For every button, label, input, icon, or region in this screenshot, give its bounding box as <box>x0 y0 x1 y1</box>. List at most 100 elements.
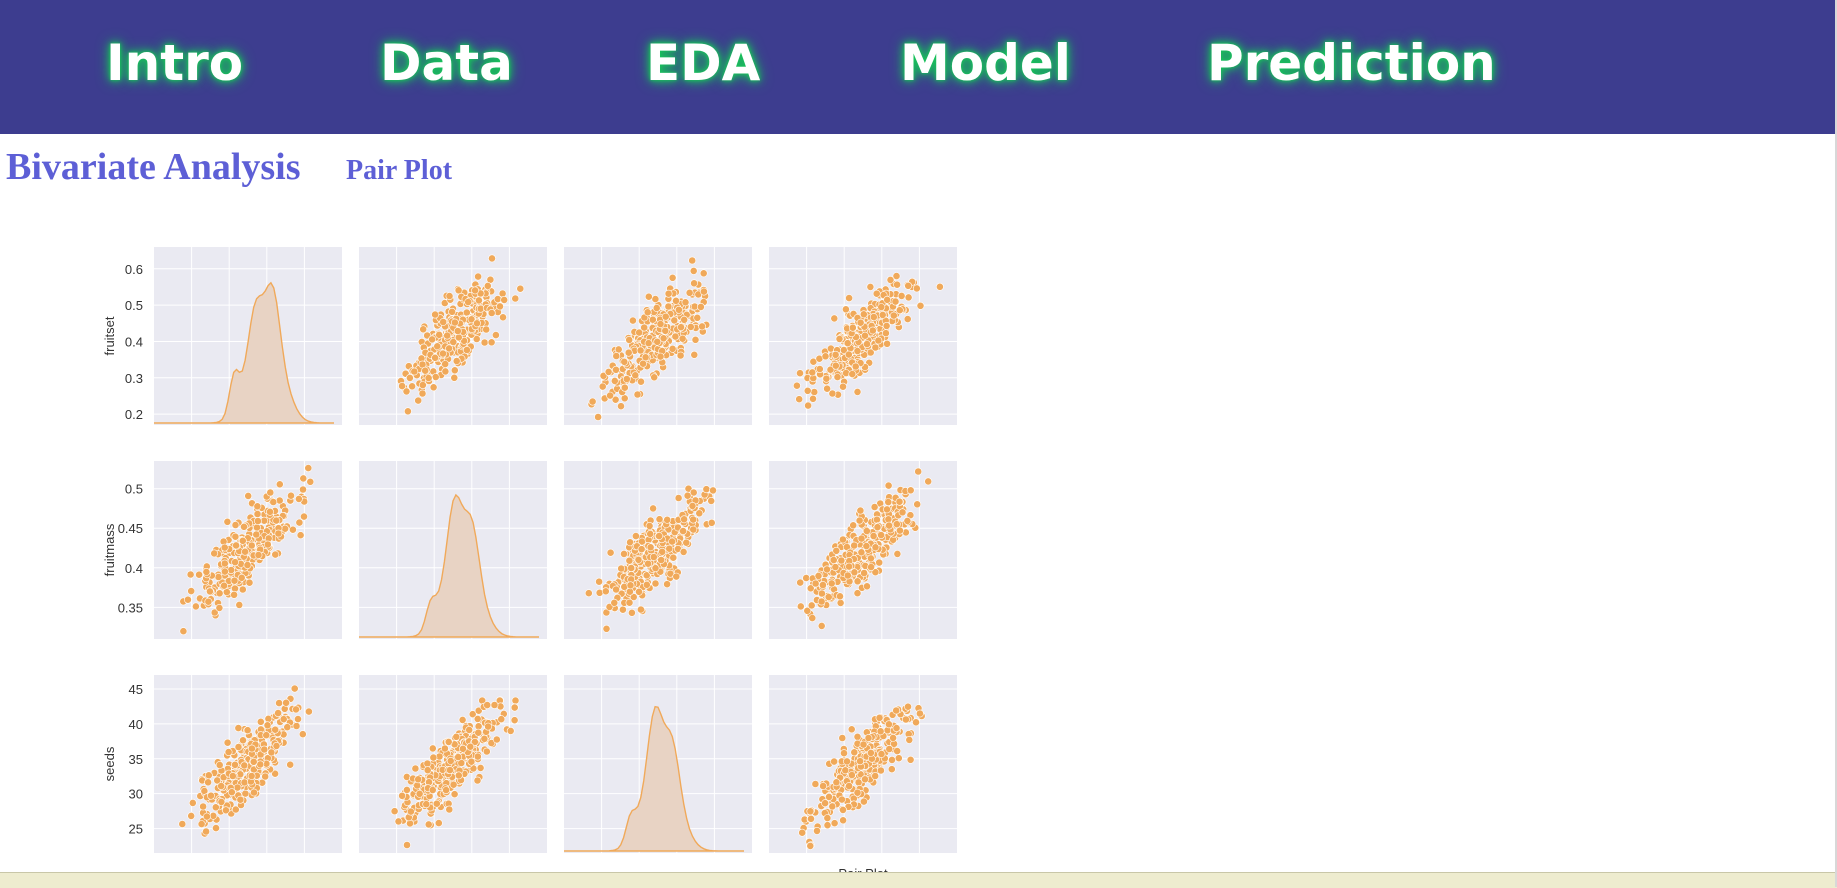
scatter-point <box>238 585 247 594</box>
y-axis-label: fruitset <box>102 316 117 355</box>
scatter-point <box>906 486 915 495</box>
scatter-point <box>424 820 433 829</box>
scatter-point <box>234 724 243 732</box>
scatter-point <box>429 753 438 762</box>
scatter-point <box>839 816 847 825</box>
nav-prediction-link[interactable]: Prediction <box>1207 34 1496 92</box>
top-navbar: Intro Data EDA Model Prediction <box>0 0 1835 134</box>
scatter-point <box>867 749 875 757</box>
scatter-point <box>439 349 447 358</box>
scatter-point <box>619 605 627 614</box>
scatter-point <box>832 778 841 787</box>
scatter-point <box>868 326 877 335</box>
scatter-point <box>663 515 672 524</box>
scatter-point <box>244 491 253 500</box>
scatter-point <box>875 713 884 722</box>
scatter-point <box>202 567 211 576</box>
scatter-point <box>448 307 456 316</box>
scatter-point <box>240 522 248 531</box>
scatter-point <box>848 370 857 378</box>
scatter-point <box>411 764 420 773</box>
scatter-point <box>398 382 406 390</box>
scatter-point <box>490 701 499 709</box>
scatter-point <box>688 501 697 510</box>
pair-panel-r1-c2 <box>564 461 752 639</box>
nav-model-link[interactable]: Model <box>900 34 1071 92</box>
scatter-point <box>670 316 679 325</box>
scatter-point <box>253 502 262 511</box>
scatter-point <box>830 314 839 323</box>
scatter-point <box>496 302 504 311</box>
scatter-point <box>856 506 865 515</box>
scatter-point <box>612 585 620 594</box>
scatter-point <box>299 474 308 483</box>
scatter-point <box>457 759 466 767</box>
scatter-point <box>902 715 910 724</box>
scatter-point <box>813 827 821 835</box>
scatter-point <box>700 287 708 296</box>
scatter-point <box>610 376 619 385</box>
scatter-point <box>487 739 496 747</box>
scatter-point <box>299 485 307 494</box>
scatter-point <box>214 573 223 581</box>
scatter-point <box>195 570 203 579</box>
pair-panel-r0-c3 <box>769 247 957 425</box>
scatter-point <box>861 775 869 784</box>
y-tick-label: 0.4 <box>125 561 143 576</box>
scatter-point <box>903 516 912 525</box>
scatter-point <box>850 748 859 757</box>
scatter-point <box>295 518 304 527</box>
scatter-point <box>633 390 642 399</box>
scatter-point <box>924 477 933 486</box>
scatter-point <box>254 551 263 559</box>
y-tick-label: 40 <box>129 717 143 732</box>
scatter-point <box>499 313 507 322</box>
scatter-point <box>223 738 232 747</box>
nav-eda-link[interactable]: EDA <box>646 34 761 92</box>
scatter-point <box>649 553 658 561</box>
scatter-point <box>220 567 229 576</box>
scatter-point <box>646 543 655 552</box>
scatter-point <box>883 505 891 514</box>
scatter-point <box>904 702 912 711</box>
scatter-point <box>851 362 860 371</box>
y-tick-label: 45 <box>129 682 143 697</box>
scatter-point <box>423 759 432 768</box>
scatter-point <box>408 382 416 391</box>
scatter-point <box>431 353 439 362</box>
scatter-point <box>814 571 823 580</box>
y-axis-label: seeds <box>102 746 117 781</box>
scatter-point <box>262 731 271 740</box>
scatter-point <box>644 559 652 568</box>
scatter-point <box>806 807 815 816</box>
scatter-point <box>819 581 827 589</box>
scatter-point <box>428 744 437 753</box>
scatter-point <box>866 283 875 291</box>
scatter-point <box>903 315 912 323</box>
scatter-point <box>658 547 667 556</box>
scatter-point <box>458 744 467 753</box>
scatter-point <box>418 389 427 398</box>
y-tick-label: 0.45 <box>118 521 143 536</box>
scatter-point <box>695 509 704 518</box>
kde-curve <box>359 493 539 638</box>
scatter-point <box>256 760 265 769</box>
scatter-point <box>859 310 868 319</box>
nav-data-link[interactable]: Data <box>380 34 513 92</box>
scatter-point <box>811 579 820 588</box>
window-right-edge <box>1835 0 1837 887</box>
scatter-point <box>796 578 805 587</box>
scatter-point <box>418 381 427 389</box>
scatter-point <box>240 761 249 770</box>
scatter-point <box>212 824 220 832</box>
scatter-point <box>806 842 815 850</box>
y-tick-label: 0.5 <box>125 298 143 313</box>
scatter-point <box>487 338 496 347</box>
scatter-point <box>445 805 454 814</box>
pair-panel-r1-c1 <box>359 461 547 639</box>
nav-intro-link[interactable]: Intro <box>106 34 244 92</box>
scatter-point <box>689 267 698 275</box>
scatter-point <box>202 812 211 821</box>
scatter-point <box>398 791 406 800</box>
scatter-point <box>853 732 862 741</box>
